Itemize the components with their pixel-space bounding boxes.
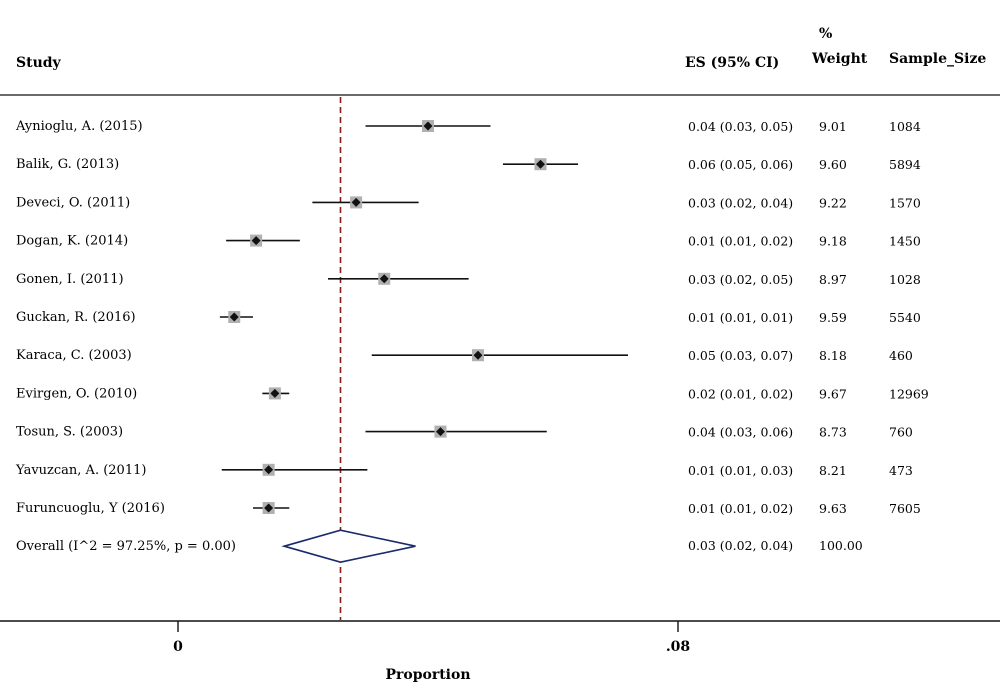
point-estimate xyxy=(536,159,545,169)
weight-value: 9.18 xyxy=(819,234,847,249)
sample-size-value: 12969 xyxy=(889,386,929,401)
point-estimate xyxy=(229,312,239,322)
point-estimate xyxy=(351,197,361,207)
study-row: Guckan, R. (2016) 0.01 (0.01, 0.01) 9.59 55… xyxy=(16,310,921,325)
weight-value: 9.59 xyxy=(819,310,847,325)
weight-value: 9.67 xyxy=(819,386,847,401)
es-ci-value: 0.01 (0.01, 0.02) xyxy=(688,501,793,516)
header-es: ES (95% CI) xyxy=(685,55,779,71)
study-name: Aynioglu, A. (2015) xyxy=(15,119,143,134)
study-name: Dogan, K. (2014) xyxy=(16,234,128,249)
sample-size-value: 1028 xyxy=(889,272,921,287)
sample-size-value: 760 xyxy=(889,425,913,440)
x-axis-label: Proportion xyxy=(385,667,470,683)
sample-size-value: 1570 xyxy=(889,195,921,210)
x-tick-label: 0 xyxy=(173,639,183,655)
study-name: Karaca, C. (2003) xyxy=(16,348,132,363)
weight-value: 9.22 xyxy=(819,195,847,210)
study-rows: Aynioglu, A. (2015) 0.04 (0.03, 0.05) 9.01… xyxy=(15,119,929,516)
study-name: Guckan, R. (2016) xyxy=(16,310,136,325)
study-name: Yavuzcan, A. (2011) xyxy=(15,463,146,478)
es-ci-value: 0.02 (0.01, 0.02) xyxy=(688,386,793,401)
study-row: Dogan, K. (2014) 0.01 (0.01, 0.02) 9.18 145… xyxy=(16,234,921,249)
overall-row: Overall (I^2 = 97.25%, p = 0.00) 0.03 (0.… xyxy=(16,529,863,564)
es-ci-value: 0.05 (0.03, 0.07) xyxy=(688,348,793,363)
study-row: Gonen, I. (2011) 0.03 (0.02, 0.05) 8.97 102… xyxy=(16,272,921,287)
header-study: Study xyxy=(16,55,62,71)
weight-value: 8.18 xyxy=(819,348,847,363)
study-row: Deveci, O. (2011) 0.03 (0.02, 0.04) 9.22 15… xyxy=(16,195,921,210)
study-row: Aynioglu, A. (2015) 0.04 (0.03, 0.05) 9.01… xyxy=(15,119,921,134)
sample-size-value: 5540 xyxy=(889,310,921,325)
es-ci-value: 0.06 (0.05, 0.06) xyxy=(688,157,793,172)
sample-size-value: 473 xyxy=(889,463,913,478)
study-name: Furuncuoglu, Y (2016) xyxy=(16,501,165,516)
overall-weight-value: 100.00 xyxy=(819,538,863,553)
study-row: Yavuzcan, A. (2011) 0.01 (0.01, 0.03) 8.21… xyxy=(15,463,913,478)
study-row: Evirgen, O. (2010) 0.02 (0.01, 0.02) 9.67 1… xyxy=(16,386,929,401)
point-estimate xyxy=(251,236,261,246)
study-row: Balik, G. (2013) 0.06 (0.05, 0.06) 9.60 589… xyxy=(16,157,921,172)
sample-size-value: 460 xyxy=(889,348,913,363)
weight-value: 8.97 xyxy=(819,272,847,287)
weight-value: 9.63 xyxy=(819,501,847,516)
weight-value: 9.01 xyxy=(819,119,847,134)
study-row: Karaca, C. (2003) 0.05 (0.03, 0.07) 8.18 46… xyxy=(16,348,913,363)
weight-value: 9.60 xyxy=(819,157,847,172)
point-estimate xyxy=(264,503,274,513)
overall-diamond xyxy=(281,529,416,564)
point-estimate xyxy=(473,350,483,360)
es-ci-value: 0.03 (0.02, 0.04) xyxy=(688,195,793,210)
sample-size-value: 1084 xyxy=(889,119,921,134)
point-estimate xyxy=(423,121,433,131)
es-ci-value: 0.01 (0.01, 0.02) xyxy=(688,234,793,249)
header-weight: Weight xyxy=(811,51,868,67)
study-row: Furuncuoglu, Y (2016) 0.01 (0.01, 0.02) 9.… xyxy=(16,501,921,516)
weight-value: 8.21 xyxy=(819,463,847,478)
study-name: Tosun, S. (2003) xyxy=(16,425,123,440)
study-name: Gonen, I. (2011) xyxy=(16,272,124,287)
header-weight-percent: % xyxy=(819,26,832,42)
point-estimate xyxy=(436,427,445,437)
es-ci-value: 0.03 (0.02, 0.05) xyxy=(688,272,793,287)
es-ci-value: 0.04 (0.03, 0.05) xyxy=(688,119,793,134)
study-name: Deveci, O. (2011) xyxy=(16,195,130,210)
sample-size-value: 7605 xyxy=(889,501,921,516)
point-estimate xyxy=(379,274,389,284)
study-name: Balik, G. (2013) xyxy=(16,157,119,172)
study-name: Evirgen, O. (2010) xyxy=(16,386,137,401)
point-estimate xyxy=(264,465,274,475)
es-ci-value: 0.04 (0.03, 0.06) xyxy=(688,425,793,440)
point-estimate xyxy=(270,388,280,398)
header-sample-size: Sample_Size xyxy=(889,51,986,67)
es-ci-value: 0.01 (0.01, 0.01) xyxy=(688,310,793,325)
study-row: Tosun, S. (2003) 0.04 (0.03, 0.06) 8.73 760 xyxy=(16,425,913,440)
x-tick-label: .08 xyxy=(666,639,690,655)
overall-es-ci-value: 0.03 (0.02, 0.04) xyxy=(688,538,793,553)
sample-size-value: 1450 xyxy=(889,234,921,249)
es-ci-value: 0.01 (0.01, 0.03) xyxy=(688,463,793,478)
weight-value: 8.73 xyxy=(819,425,847,440)
overall-label: Overall (I^2 = 97.25%, p = 0.00) xyxy=(16,539,236,554)
x-axis-ticks: 0.08 xyxy=(173,621,690,655)
sample-size-value: 5894 xyxy=(889,157,921,172)
